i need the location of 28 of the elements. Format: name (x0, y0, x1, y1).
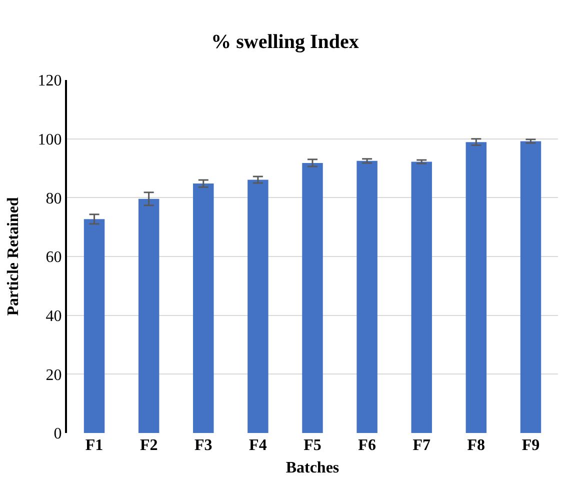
x-tick-label: F2 (140, 437, 158, 454)
x-axis-title: Batches (286, 460, 340, 477)
bar (84, 219, 105, 433)
bar (193, 184, 214, 433)
x-tick-label: F7 (412, 437, 430, 454)
y-axis-title: Particle Retained (5, 197, 22, 316)
bar (356, 160, 378, 433)
x-tick-label: F3 (194, 437, 212, 454)
x-tick-label: F8 (467, 437, 486, 454)
x-tick-label: F9 (522, 437, 540, 454)
x-tick-label: F1 (85, 437, 104, 454)
y-tick-label: 100 (38, 131, 62, 148)
y-tick-label: 40 (46, 308, 62, 325)
bar (466, 142, 487, 433)
chart-title: % swelling Index (211, 31, 359, 54)
x-tick-label: F5 (304, 437, 322, 454)
bar (138, 198, 160, 433)
bar (411, 162, 432, 433)
y-tick-label: 80 (46, 190, 62, 208)
y-tick-label: 120 (38, 72, 62, 90)
bar (248, 180, 268, 433)
x-tick-label: F6 (358, 437, 376, 454)
x-tick-label: F4 (249, 437, 267, 454)
bar (520, 141, 542, 433)
bar (302, 162, 323, 433)
y-tick-label: 20 (46, 366, 62, 384)
y-tick-label: 60 (46, 249, 62, 266)
y-tick-label: 0 (54, 426, 62, 443)
